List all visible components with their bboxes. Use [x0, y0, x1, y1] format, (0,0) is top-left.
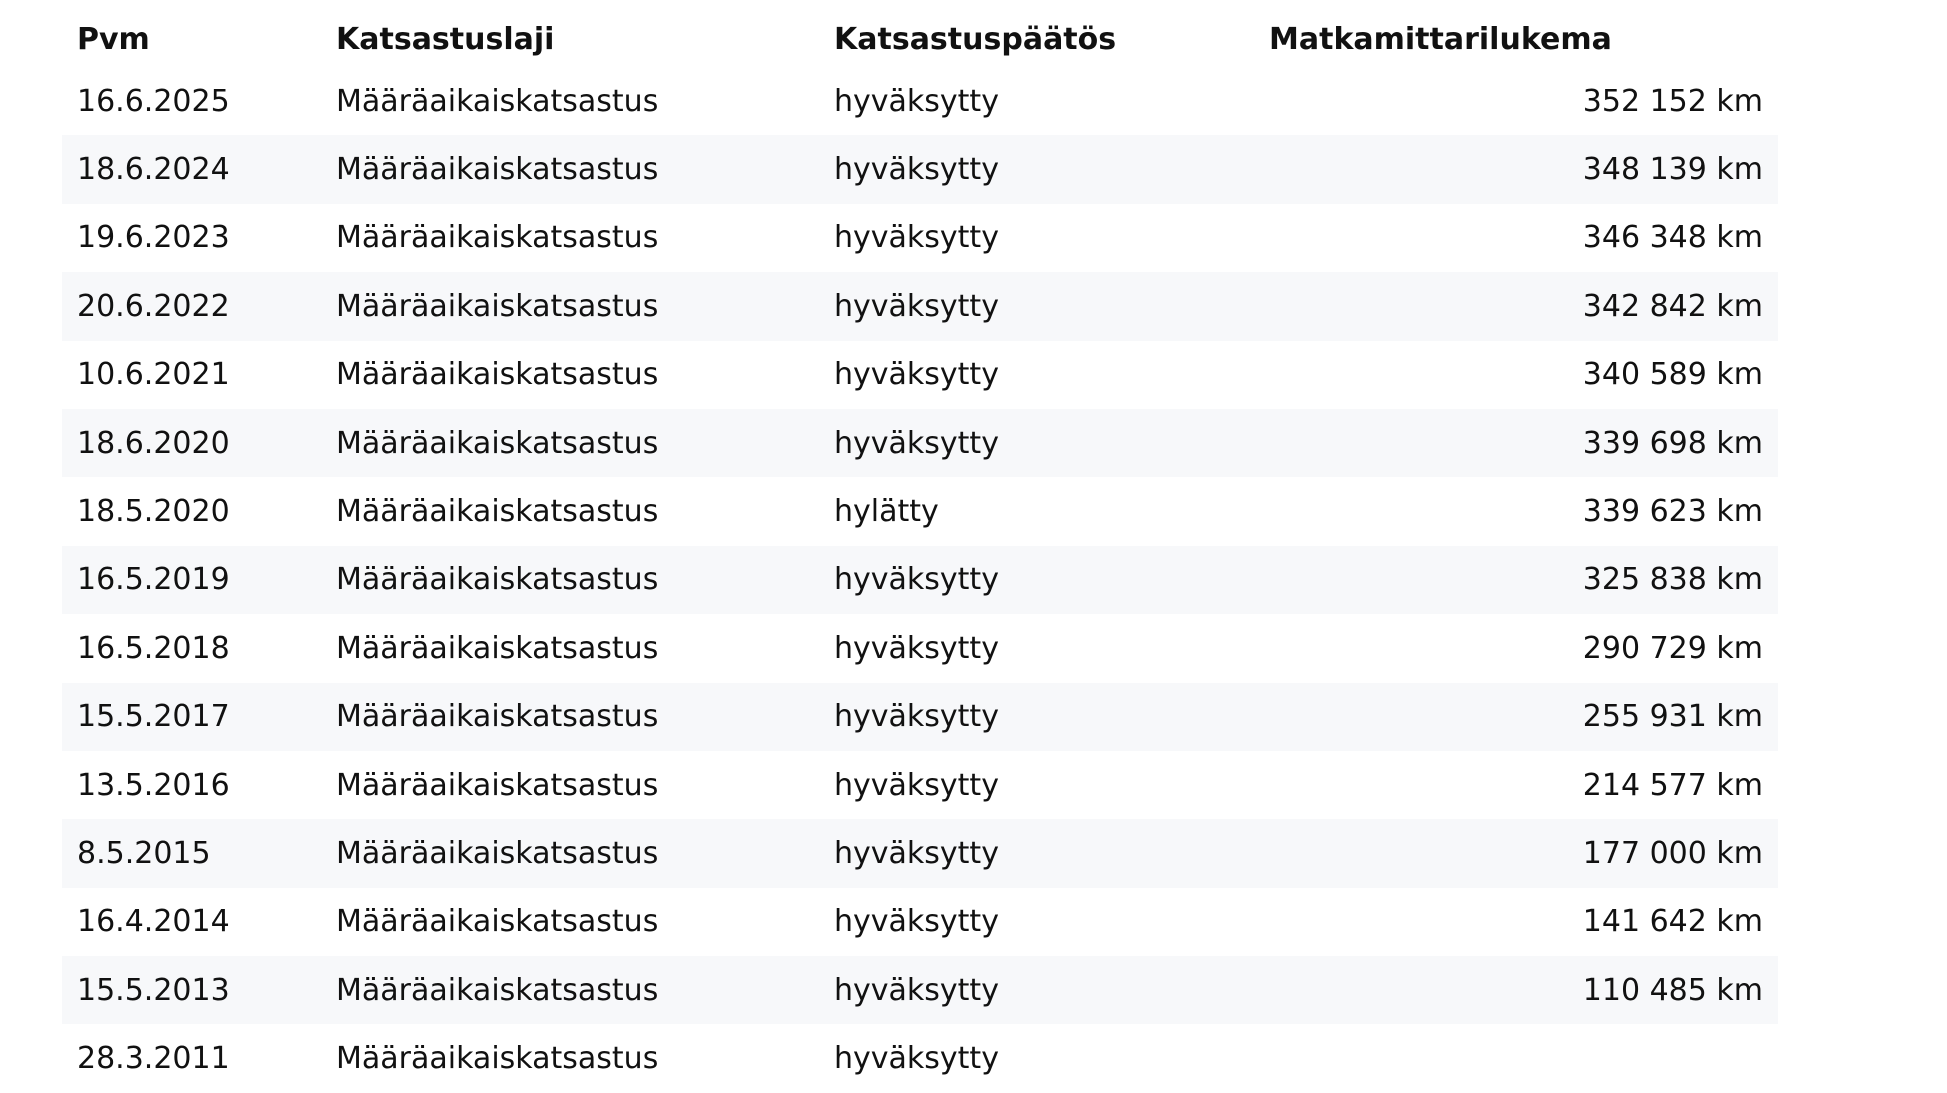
- cell-decision: hyväksytty: [819, 682, 1254, 751]
- cell-date: 18.5.2020: [77, 494, 230, 530]
- cell-type: Määräaikaiskatsastus: [336, 1041, 659, 1077]
- cell-type: Määräaikaiskatsastus: [321, 545, 819, 615]
- table-row: 16.5.2018 Määräaikaiskatsastus hyväksytty 2…: [62, 614, 1778, 682]
- cell-odometer: 352 152 km: [1582, 83, 1763, 119]
- cell-odometer: 255 931 km: [1254, 682, 1778, 751]
- cell-odometer: 346 348 km: [1582, 220, 1763, 256]
- cell-odometer: 325 838 km: [1254, 545, 1778, 615]
- header-decision: Katsastuspäätös: [834, 21, 1117, 57]
- cell-type: Määräaikaiskatsastus: [336, 767, 659, 803]
- cell-odometer: 348 139 km: [1254, 135, 1778, 204]
- table-row: 10.6.2021 Määräaikaiskatsastus hyväksytty 3…: [62, 341, 1778, 409]
- cell-type: Määräaikaiskatsastus: [336, 904, 659, 940]
- cell-odometer: 214 577 km: [1582, 767, 1763, 803]
- table-row: 16.4.2014 Määräaikaiskatsastus hyväksytty 1…: [62, 888, 1778, 956]
- cell-decision: hyväksytty: [819, 545, 1254, 615]
- cell-date: 18.6.2020: [62, 408, 321, 478]
- cell-date: 16.5.2018: [77, 630, 230, 666]
- cell-odometer: 290 729 km: [1582, 630, 1763, 666]
- table-row: 18.6.2024 Määräaikaiskatsastus hyväksytty 3…: [62, 135, 1778, 204]
- cell-odometer: 177 000 km: [1254, 819, 1778, 888]
- header-date: Pvm: [77, 21, 150, 57]
- cell-type: Määräaikaiskatsastus: [336, 83, 659, 119]
- table-row: 18.5.2020 Määräaikaiskatsastus hylätty 339 …: [62, 477, 1778, 545]
- cell-odometer: 339 623 km: [1582, 494, 1763, 530]
- cell-decision: hyväksytty: [834, 767, 999, 803]
- cell-type: Määräaikaiskatsastus: [336, 494, 659, 530]
- cell-decision: hylätty: [834, 494, 939, 530]
- cell-type: Määräaikaiskatsastus: [336, 220, 659, 256]
- cell-odometer: 339 698 km: [1254, 408, 1778, 478]
- cell-date: 13.5.2016: [77, 767, 230, 803]
- cell-decision: hyväksytty: [834, 904, 999, 940]
- cell-decision: hyväksytty: [819, 819, 1254, 888]
- cell-date: 16.6.2025: [77, 83, 230, 119]
- table-row: 20.6.2022 Määräaikaiskatsastus hyväksytty 3…: [62, 272, 1778, 341]
- table-row: 18.6.2020 Määräaikaiskatsastus hyväksytty 3…: [62, 408, 1778, 478]
- cell-odometer: 342 842 km: [1254, 272, 1778, 341]
- cell-type: Määräaikaiskatsastus: [321, 682, 819, 751]
- cell-type: Määräaikaiskatsastus: [321, 135, 819, 204]
- cell-decision: hyväksytty: [834, 630, 999, 666]
- table-row: 16.6.2025 Määräaikaiskatsastus hyväksytty 3…: [62, 67, 1778, 135]
- cell-type: Määräaikaiskatsastus: [336, 630, 659, 666]
- cell-date: 20.6.2022: [62, 272, 321, 341]
- cell-type: Määräaikaiskatsastus: [321, 956, 819, 1025]
- cell-type: Määräaikaiskatsastus: [321, 819, 819, 888]
- cell-type: Määräaikaiskatsastus: [321, 408, 819, 478]
- cell-date: 15.5.2017: [62, 682, 321, 751]
- inspection-history-table: Pvm Katsastuslaji Katsastuspäätös Matkam…: [62, 11, 1778, 1093]
- table-row: 15.5.2017 Määräaikaiskatsastus hyväksytty 2…: [62, 682, 1778, 751]
- cell-date: 10.6.2021: [77, 357, 230, 393]
- table-header-row: Pvm Katsastuslaji Katsastuspäätös Matkam…: [62, 11, 1778, 67]
- header-odometer: Matkamittarilukema: [1269, 21, 1612, 57]
- cell-odometer: 340 589 km: [1582, 357, 1763, 393]
- table-row: 16.5.2019 Määräaikaiskatsastus hyväksytty 3…: [62, 545, 1778, 615]
- table-row: 19.6.2023 Määräaikaiskatsastus hyväksytty 3…: [62, 204, 1778, 272]
- cell-decision: hyväksytty: [819, 408, 1254, 478]
- cell-date: 28.3.2011: [77, 1041, 230, 1077]
- cell-decision: hyväksytty: [819, 135, 1254, 204]
- table-row: 15.5.2013 Määräaikaiskatsastus hyväksytty 1…: [62, 956, 1778, 1025]
- table-row: 28.3.2011 Määräaikaiskatsastus hyväksytty: [62, 1024, 1778, 1092]
- cell-date: 16.4.2014: [77, 904, 230, 940]
- cell-date: 16.5.2019: [62, 545, 321, 615]
- cell-decision: hyväksytty: [819, 956, 1254, 1025]
- cell-type: Määräaikaiskatsastus: [321, 272, 819, 341]
- cell-odometer: 141 642 km: [1582, 904, 1763, 940]
- cell-decision: hyväksytty: [834, 357, 999, 393]
- cell-decision: hyväksytty: [834, 220, 999, 256]
- cell-date: 15.5.2013: [62, 956, 321, 1025]
- table-row: 8.5.2015 Määräaikaiskatsastus hyväksytty 17…: [62, 819, 1778, 888]
- cell-decision: hyväksytty: [819, 272, 1254, 341]
- cell-type: Määräaikaiskatsastus: [336, 357, 659, 393]
- cell-odometer: 110 485 km: [1254, 956, 1778, 1025]
- table-row: 13.5.2016 Määräaikaiskatsastus hyväksytty 2…: [62, 751, 1778, 819]
- header-type: Katsastuslaji: [336, 21, 555, 57]
- cell-date: 18.6.2024: [62, 135, 321, 204]
- cell-decision: hyväksytty: [834, 1041, 999, 1077]
- cell-date: 19.6.2023: [77, 220, 230, 256]
- cell-decision: hyväksytty: [834, 83, 999, 119]
- cell-date: 8.5.2015: [62, 819, 321, 888]
